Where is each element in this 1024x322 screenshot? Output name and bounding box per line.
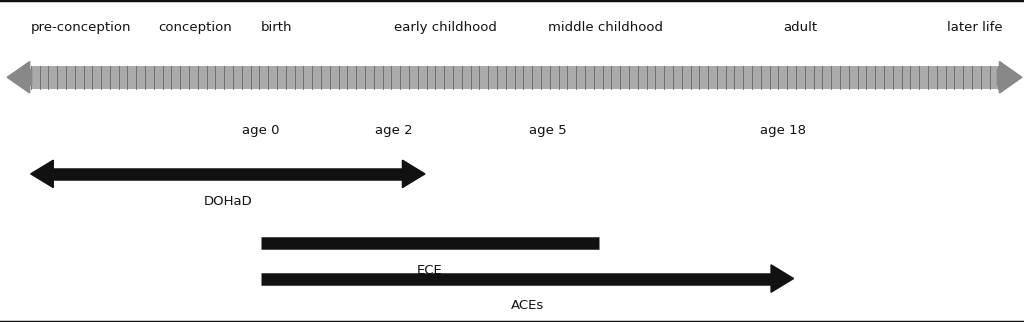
Text: pre-conception: pre-conception	[31, 21, 131, 34]
Text: DOHaD: DOHaD	[204, 195, 252, 208]
Text: adult: adult	[783, 21, 817, 34]
Text: age 2: age 2	[376, 124, 413, 137]
Text: conception: conception	[159, 21, 232, 34]
Text: ECE: ECE	[417, 264, 443, 277]
FancyArrow shape	[771, 265, 794, 292]
Text: age 18: age 18	[761, 124, 806, 137]
Text: birth: birth	[261, 21, 293, 34]
FancyArrow shape	[31, 160, 53, 187]
FancyArrow shape	[7, 62, 32, 93]
Text: age 0: age 0	[243, 124, 280, 137]
Text: middle childhood: middle childhood	[548, 21, 663, 34]
Text: early childhood: early childhood	[394, 21, 497, 34]
FancyArrow shape	[402, 160, 425, 187]
FancyArrow shape	[997, 62, 1022, 93]
Text: ACEs: ACEs	[511, 299, 544, 312]
Text: age 5: age 5	[529, 124, 566, 137]
Text: later life: later life	[947, 21, 1002, 34]
Bar	[31, 66, 998, 89]
